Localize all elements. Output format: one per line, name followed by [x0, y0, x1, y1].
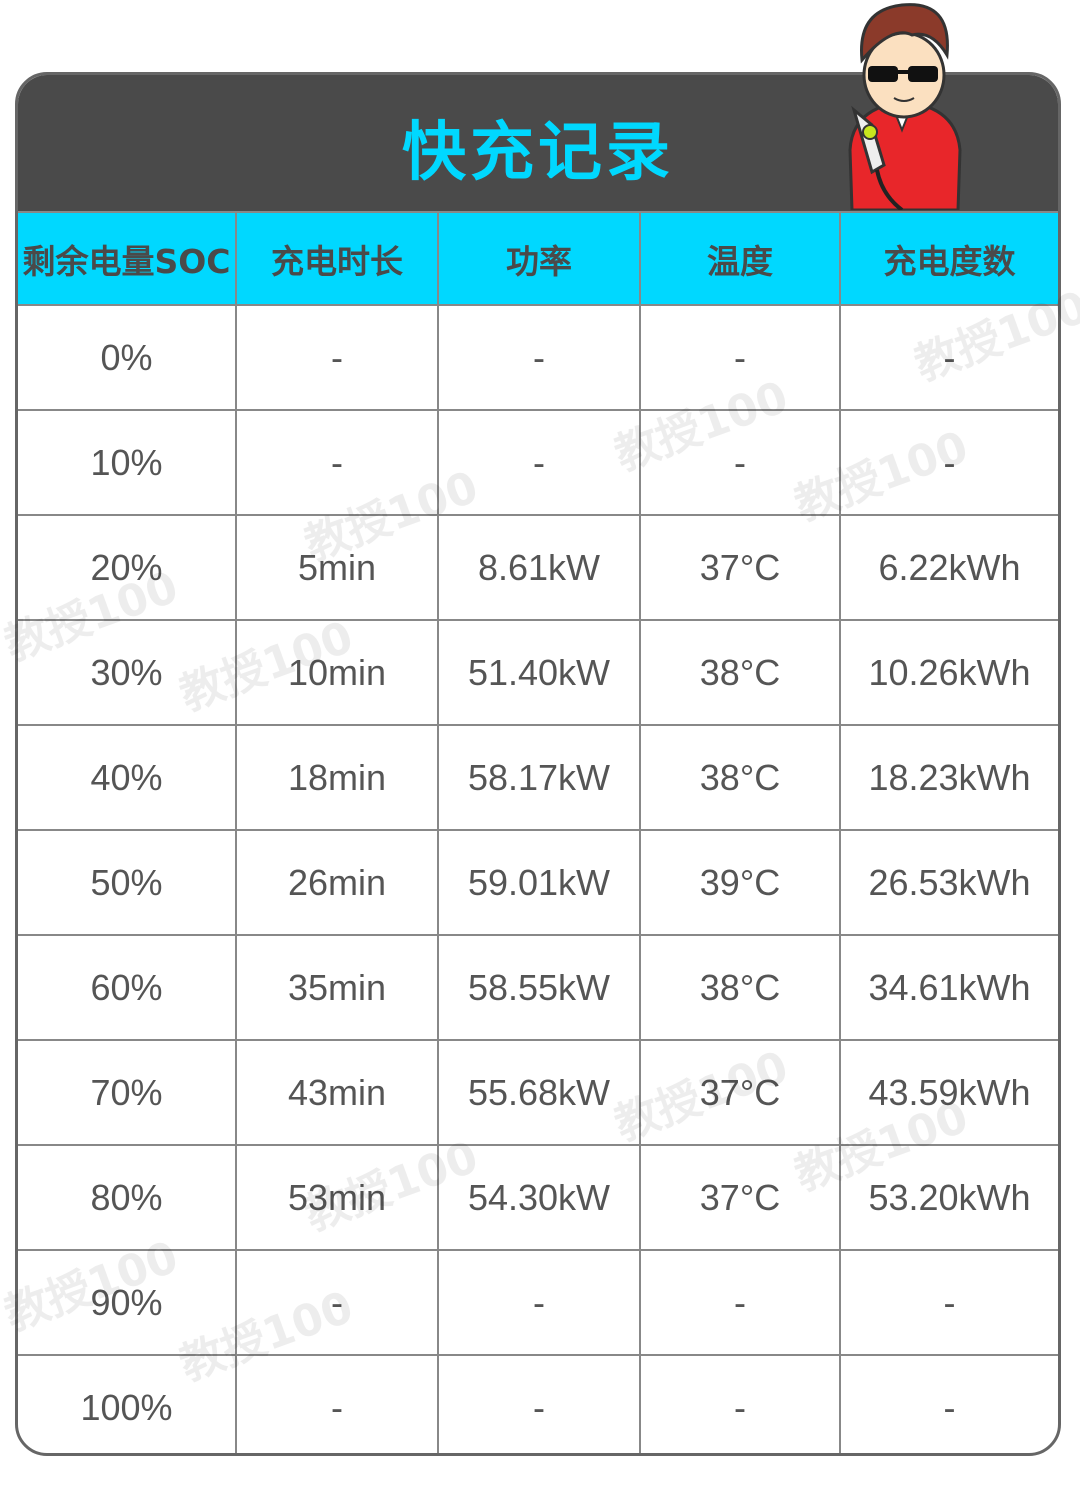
table-cell: 39°C — [639, 829, 841, 936]
table-cell: - — [235, 409, 439, 516]
table-cell: 10.26kWh — [839, 619, 1058, 726]
table-cell: - — [639, 409, 841, 516]
table-cell: 50% — [18, 829, 237, 936]
table-cell: 60% — [18, 934, 237, 1041]
table-cell: 38°C — [639, 724, 841, 831]
table-cell: 53.20kWh — [839, 1144, 1058, 1251]
column-header: 温度 — [639, 211, 841, 306]
table-row: 30% 10min 51.40kW 38°C 10.26kWh — [18, 619, 1058, 726]
table-cell: 34.61kWh — [839, 934, 1058, 1041]
table-cell: - — [639, 304, 841, 411]
table-cell: 51.40kW — [437, 619, 641, 726]
table-cell: 59.01kW — [437, 829, 641, 936]
table-cell: - — [437, 1354, 641, 1453]
column-header: 功率 — [437, 211, 641, 306]
table-cell: - — [235, 304, 439, 411]
table-cell: 30% — [18, 619, 237, 726]
table-cell: 53min — [235, 1144, 439, 1251]
table-cell: 70% — [18, 1039, 237, 1146]
table-cell: 58.55kW — [437, 934, 641, 1041]
table-cell: 37°C — [639, 1039, 841, 1146]
column-header: 充电时长 — [235, 211, 439, 306]
table-cell: - — [839, 304, 1058, 411]
table-cell: 100% — [18, 1354, 237, 1453]
table-row: 50% 26min 59.01kW 39°C 26.53kWh — [18, 829, 1058, 936]
table-cell: - — [437, 304, 641, 411]
table-cell: - — [839, 1249, 1058, 1356]
charging-record-card: 快充记录 剩余电量SOC 充电时长 功率 温度 充电度数 0% - - - -10% - - - -20… — [15, 72, 1061, 1456]
table-row: 100% - - - - — [18, 1354, 1058, 1453]
table-cell: 54.30kW — [437, 1144, 641, 1251]
table-cell: 38°C — [639, 934, 841, 1041]
column-header: 剩余电量SOC — [18, 211, 237, 306]
table-cell: 18min — [235, 724, 439, 831]
table-cell: - — [839, 1354, 1058, 1453]
table-cell: 43.59kWh — [839, 1039, 1058, 1146]
table-cell: - — [235, 1354, 439, 1453]
table-row: 80% 53min 54.30kW 37°C 53.20kWh — [18, 1144, 1058, 1251]
table-cell: 10% — [18, 409, 237, 516]
table-cell: - — [437, 409, 641, 516]
charging-table: 剩余电量SOC 充电时长 功率 温度 充电度数 0% - - - -10% - - - -20% 5min… — [18, 211, 1058, 1453]
column-header: 充电度数 — [839, 211, 1058, 306]
table-row: 70% 43min 55.68kW 37°C 43.59kWh — [18, 1039, 1058, 1146]
table-cell: 80% — [18, 1144, 237, 1251]
table-row: 10% - - - - — [18, 409, 1058, 516]
table-cell: 20% — [18, 514, 237, 621]
table-cell: 55.68kW — [437, 1039, 641, 1146]
table-cell: 26.53kWh — [839, 829, 1058, 936]
table-cell: - — [639, 1249, 841, 1356]
table-cell: 26min — [235, 829, 439, 936]
table-header-row: 剩余电量SOC 充电时长 功率 温度 充电度数 — [18, 211, 1058, 306]
table-row: 20% 5min 8.61kW 37°C 6.22kWh — [18, 514, 1058, 621]
table-cell: 37°C — [639, 1144, 841, 1251]
table-cell: 90% — [18, 1249, 237, 1356]
table-cell: - — [235, 1249, 439, 1356]
table-cell: 35min — [235, 934, 439, 1041]
table-row: 60% 35min 58.55kW 38°C 34.61kWh — [18, 934, 1058, 1041]
table-cell: 40% — [18, 724, 237, 831]
table-cell: 58.17kW — [437, 724, 641, 831]
table-cell: 8.61kW — [437, 514, 641, 621]
table-cell: 38°C — [639, 619, 841, 726]
mascot-illustration — [848, 3, 962, 210]
table-cell: 5min — [235, 514, 439, 621]
table-cell: 10min — [235, 619, 439, 726]
table-cell: - — [839, 409, 1058, 516]
table-cell: 18.23kWh — [839, 724, 1058, 831]
table-cell: 6.22kWh — [839, 514, 1058, 621]
table-cell: 0% — [18, 304, 237, 411]
table-cell: 43min — [235, 1039, 439, 1146]
table-row: 0% - - - - — [18, 304, 1058, 411]
table-row: 90% - - - - — [18, 1249, 1058, 1356]
table-cell: - — [437, 1249, 641, 1356]
table-row: 40% 18min 58.17kW 38°C 18.23kWh — [18, 724, 1058, 831]
table-cell: 37°C — [639, 514, 841, 621]
page-title: 快充记录 — [402, 116, 674, 190]
table-cell: - — [639, 1354, 841, 1453]
